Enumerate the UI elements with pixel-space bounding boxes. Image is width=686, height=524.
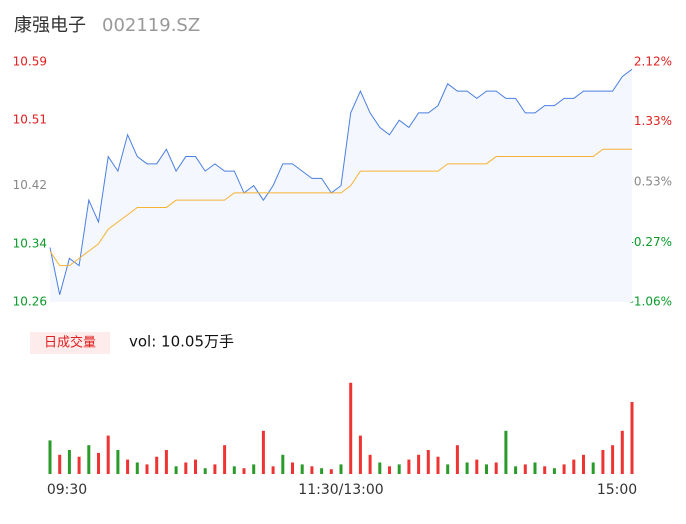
volume-bar	[300, 464, 304, 474]
volume-bar	[213, 464, 217, 474]
volume-bar	[514, 466, 518, 474]
volume-bar	[601, 450, 605, 474]
volume-bar	[611, 445, 615, 474]
volume-bar	[58, 454, 62, 474]
volume-bar	[310, 466, 314, 474]
volume-bar	[388, 466, 391, 474]
volume-bar	[446, 464, 450, 474]
volume-bar	[630, 402, 634, 474]
volume-bar	[145, 464, 149, 474]
y2-tick-label: -1.06%	[630, 295, 672, 309]
volume-bar	[135, 462, 139, 474]
volume-bar	[164, 450, 168, 474]
volume-bar	[126, 459, 130, 474]
volume-bar	[291, 462, 294, 474]
volume-bar	[368, 454, 372, 474]
volume-bar	[48, 440, 52, 474]
volume-bar	[397, 464, 401, 474]
volume-bar	[223, 445, 227, 474]
volume-bar	[494, 462, 498, 474]
y2-tick-label: 2.12%	[634, 55, 672, 69]
volume-bar	[242, 468, 246, 474]
volume-bar	[436, 456, 440, 474]
y2-tick-label: -0.27%	[630, 235, 672, 249]
volume-bar	[281, 454, 285, 474]
legend-badge	[30, 332, 110, 354]
volume-bar	[543, 466, 547, 474]
volume-bar	[77, 456, 81, 474]
chart-subtitle: 002119.SZ	[102, 15, 200, 36]
volume-legend: 日成交量	[44, 335, 96, 351]
volume-bar	[572, 459, 576, 474]
volume-bar	[232, 466, 236, 474]
volume-bar	[417, 454, 421, 474]
y-tick-label: 10.59	[13, 55, 47, 69]
volume-bar	[320, 468, 324, 474]
volume-bar	[106, 435, 110, 474]
volume-bar	[504, 430, 508, 474]
volume-bar	[194, 459, 197, 474]
volume-bar	[87, 445, 91, 474]
chart-title: 康强电子	[14, 15, 86, 36]
volume-bar	[552, 468, 556, 474]
volume-bar	[67, 450, 71, 474]
y2-tick-label: 1.33%	[634, 114, 672, 128]
volume-bar	[455, 445, 459, 474]
volume-bar	[582, 454, 585, 474]
volume-bar	[562, 464, 566, 474]
y-tick-label: 10.26	[13, 295, 47, 309]
avg-line	[49, 148, 632, 267]
volume-bar	[155, 456, 159, 474]
volume-bar	[475, 459, 479, 474]
volume-bar	[358, 435, 362, 474]
x-tick-label: 09:30	[47, 482, 87, 498]
volume-bar	[378, 462, 382, 474]
price-area	[50, 69, 632, 302]
volume-bar	[465, 462, 469, 474]
x-tick-label: 11:30/13:00	[298, 482, 383, 498]
volume-bar	[620, 430, 624, 474]
volume-bar	[339, 464, 343, 474]
volume-bar	[523, 464, 527, 474]
y2-tick-label: 0.53%	[634, 175, 672, 189]
volume-bar	[591, 462, 595, 474]
volume-bar	[261, 430, 265, 474]
volume-bar	[97, 452, 100, 474]
volume-bar	[203, 468, 207, 474]
volume-bar	[426, 450, 430, 474]
volume-bar	[485, 464, 488, 474]
volume-bar	[533, 462, 537, 474]
volume-bar	[349, 382, 353, 474]
volume-bar	[271, 466, 275, 474]
y-tick-label: 10.51	[13, 113, 47, 127]
volume-bar	[252, 464, 256, 474]
volume-bar	[174, 466, 178, 474]
y-tick-label: 10.42	[13, 178, 47, 192]
price-line	[49, 68, 633, 295]
volume-label: vol: 10.05万手	[129, 333, 234, 351]
volume-bar	[184, 462, 188, 474]
volume-bar	[407, 459, 411, 474]
volume-bar	[116, 450, 120, 474]
x-tick-label: 15:00	[597, 482, 637, 498]
volume-bar	[329, 469, 333, 474]
y-tick-label: 10.34	[13, 236, 47, 250]
